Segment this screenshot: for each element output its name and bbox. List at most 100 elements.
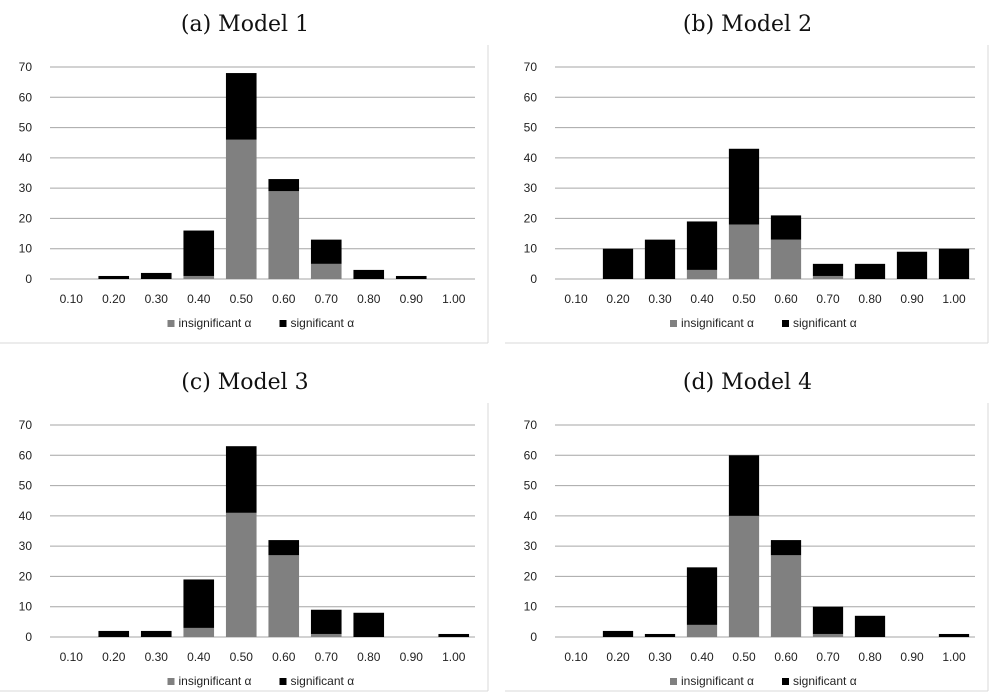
y-tick-label: 30 bbox=[19, 181, 33, 195]
y-tick-label: 60 bbox=[19, 90, 33, 104]
bar-significant bbox=[602, 248, 634, 279]
legend-swatch-insignificant bbox=[670, 678, 677, 685]
chart-panel-b: (b) Model 2 0 10 20 30 40 50 60 70 0.10 0.20 0.30 0… bbox=[505, 0, 990, 345]
x-tick-label: 0.90 bbox=[400, 292, 424, 306]
y-tick-label: 50 bbox=[524, 121, 538, 135]
bar-insignificant bbox=[268, 555, 300, 637]
y-tick-label: 20 bbox=[19, 569, 33, 583]
legend-swatch-insignificant bbox=[167, 678, 175, 685]
y-tick-label: 0 bbox=[530, 630, 537, 644]
y-tick-label: 30 bbox=[19, 539, 33, 553]
bar-significant bbox=[310, 239, 342, 264]
y-tick-label: 50 bbox=[524, 479, 538, 493]
bar-insignificant bbox=[268, 191, 300, 279]
bar-significant bbox=[728, 148, 760, 225]
x-tick-label: 0.40 bbox=[690, 650, 714, 664]
bar-insignificant bbox=[225, 139, 257, 279]
x-tick-label: 0.40 bbox=[690, 292, 714, 306]
x-tick-label: 0.90 bbox=[900, 650, 924, 664]
y-tick-label: 60 bbox=[524, 448, 538, 462]
y-tick-label: 70 bbox=[19, 60, 33, 74]
bar-significant bbox=[140, 272, 172, 279]
bar-significant bbox=[854, 263, 886, 279]
bar-significant bbox=[812, 263, 844, 276]
bar-significant bbox=[896, 251, 928, 279]
bar-significant bbox=[225, 73, 257, 140]
bar-significant bbox=[98, 630, 130, 637]
legend-label-significant: significant α bbox=[793, 674, 857, 688]
x-tick-label: 1.00 bbox=[442, 650, 466, 664]
chart-plot: 0 10 20 30 40 50 60 70 0.10 0.20 0.30 0.40 0.50 0.60 0… bbox=[0, 403, 489, 692]
y-tick-label: 40 bbox=[524, 151, 538, 165]
bar-significant bbox=[438, 633, 470, 637]
y-tick-label: 40 bbox=[19, 509, 33, 523]
chart-plot: 0 10 20 30 40 50 60 70 0.10 0.20 0.30 0.40 0.50 0.60 0… bbox=[505, 403, 989, 692]
y-tick-label: 20 bbox=[524, 569, 538, 583]
y-tick-label: 10 bbox=[524, 242, 538, 256]
x-tick-label: 0.60 bbox=[774, 650, 798, 664]
bar-significant bbox=[395, 275, 427, 279]
y-tick-label: 50 bbox=[19, 121, 33, 135]
x-tick-label: 0.30 bbox=[648, 650, 672, 664]
x-tick-label: 0.10 bbox=[60, 650, 84, 664]
bar-significant bbox=[268, 540, 300, 556]
x-tick-label: 0.70 bbox=[315, 292, 339, 306]
x-tick-label: 0.50 bbox=[230, 292, 254, 306]
legend-swatch-significant bbox=[782, 320, 789, 327]
y-tick-label: 20 bbox=[19, 211, 33, 225]
chart-panel-a: (a) Model 1 0 10 20 30 40 50 60 70 0.10 0.20 0.30 0… bbox=[0, 0, 490, 345]
x-tick-label: 0.80 bbox=[357, 650, 381, 664]
x-tick-label: 0.70 bbox=[816, 650, 840, 664]
y-tick-label: 0 bbox=[25, 630, 32, 644]
bar-significant bbox=[183, 230, 215, 276]
bar-significant bbox=[140, 630, 172, 637]
x-tick-label: 0.60 bbox=[774, 292, 798, 306]
legend-label-insignificant: insignificant α bbox=[179, 674, 252, 688]
chart-plot: 0 10 20 30 40 50 60 70 0.10 0.20 0.30 0.40 0.50 0.60 0… bbox=[505, 45, 989, 344]
chart-panel-c: (c) Model 3 0 10 20 30 40 50 60 70 0.10 0.20 0.30 0… bbox=[0, 358, 490, 694]
legend-swatch-insignificant bbox=[670, 320, 677, 327]
bar-significant bbox=[98, 275, 130, 279]
bar-significant bbox=[353, 269, 385, 279]
y-tick-label: 40 bbox=[19, 151, 33, 165]
x-tick-label: 0.50 bbox=[732, 650, 756, 664]
bar-significant bbox=[686, 567, 718, 625]
x-tick-label: 0.60 bbox=[272, 650, 296, 664]
x-tick-label: 0.40 bbox=[187, 650, 211, 664]
bar-insignificant bbox=[728, 224, 760, 279]
bar-significant bbox=[644, 239, 676, 279]
chart-title: (c) Model 3 bbox=[181, 370, 309, 395]
bar-significant bbox=[353, 612, 385, 637]
x-tick-label: 0.50 bbox=[230, 650, 254, 664]
bar-insignificant bbox=[225, 512, 257, 637]
y-tick-label: 0 bbox=[25, 272, 32, 286]
x-tick-label: 0.40 bbox=[187, 292, 211, 306]
x-tick-label: 0.20 bbox=[606, 292, 630, 306]
x-tick-label: 0.30 bbox=[648, 292, 672, 306]
bar-insignificant bbox=[812, 633, 844, 637]
chart-title: (b) Model 2 bbox=[682, 12, 813, 37]
bar-insignificant bbox=[728, 515, 760, 637]
x-tick-label: 1.00 bbox=[442, 292, 466, 306]
legend-label-significant: significant α bbox=[793, 316, 857, 330]
x-tick-label: 0.80 bbox=[357, 292, 381, 306]
y-tick-label: 50 bbox=[19, 479, 33, 493]
bar-significant bbox=[602, 630, 634, 637]
legend-label-significant: significant α bbox=[291, 674, 355, 688]
x-tick-label: 0.70 bbox=[315, 650, 339, 664]
x-tick-label: 0.10 bbox=[564, 650, 588, 664]
bar-significant bbox=[225, 446, 257, 513]
bar-significant bbox=[812, 606, 844, 634]
x-tick-label: 0.80 bbox=[858, 292, 882, 306]
bar-significant bbox=[770, 540, 802, 556]
bar-insignificant bbox=[183, 627, 215, 637]
x-tick-label: 0.80 bbox=[858, 650, 882, 664]
bar-significant bbox=[268, 179, 300, 192]
chart-title: (d) Model 4 bbox=[682, 370, 813, 395]
legend-swatch-significant bbox=[279, 678, 287, 685]
bar-insignificant bbox=[770, 239, 802, 279]
y-tick-label: 70 bbox=[19, 418, 33, 432]
chart-title: (a) Model 1 bbox=[180, 12, 310, 37]
legend-swatch-insignificant bbox=[167, 320, 175, 327]
y-tick-label: 70 bbox=[524, 60, 538, 74]
